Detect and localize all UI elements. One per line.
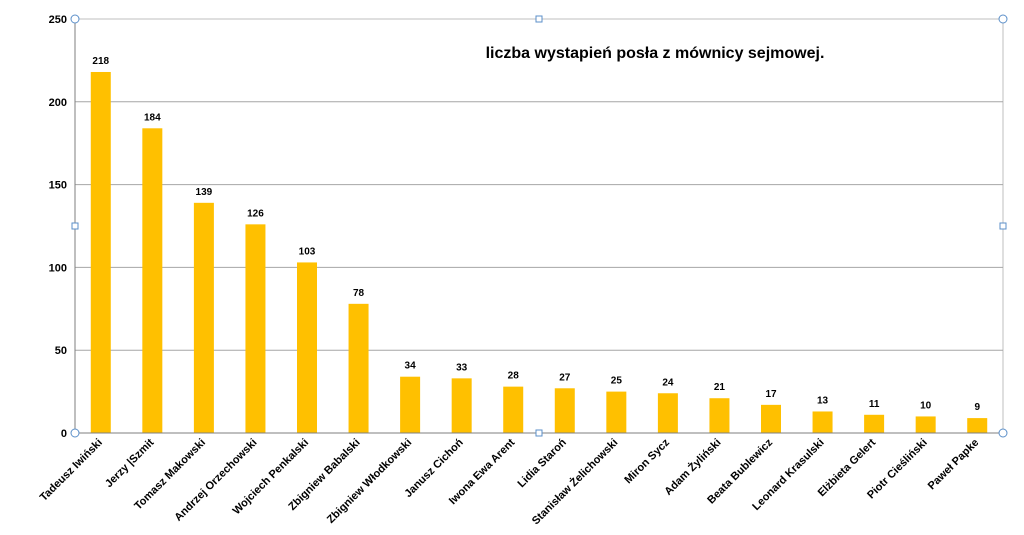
bar bbox=[967, 418, 988, 433]
category-label: Stanisław Żelichowski bbox=[529, 436, 620, 527]
bar bbox=[915, 416, 936, 433]
bar bbox=[864, 414, 885, 433]
y-tick-label: 150 bbox=[49, 180, 67, 192]
bar bbox=[503, 386, 524, 433]
category-label: Paweł Papke bbox=[926, 437, 982, 493]
y-tick-label: 50 bbox=[55, 345, 67, 357]
bar bbox=[657, 393, 678, 433]
resize-handle-top[interactable] bbox=[535, 15, 543, 23]
resize-handle-bottom[interactable] bbox=[535, 429, 543, 437]
bar bbox=[554, 388, 575, 433]
data-label: 218 bbox=[92, 56, 109, 67]
data-label: 27 bbox=[559, 372, 571, 383]
bar bbox=[142, 128, 163, 433]
bar bbox=[90, 71, 111, 433]
y-tick-label: 200 bbox=[49, 97, 67, 109]
data-label: 184 bbox=[144, 112, 161, 123]
resize-handle-left[interactable] bbox=[71, 222, 79, 230]
bar bbox=[761, 404, 781, 433]
bar bbox=[348, 303, 369, 433]
gridlines bbox=[75, 101, 1003, 351]
data-label: 28 bbox=[508, 371, 520, 382]
bar bbox=[451, 378, 472, 433]
data-label: 10 bbox=[920, 400, 932, 411]
bar bbox=[606, 391, 627, 433]
data-label: 78 bbox=[353, 288, 365, 299]
selection-handles[interactable] bbox=[70, 14, 1008, 438]
bar bbox=[709, 398, 730, 433]
data-label: 103 bbox=[299, 246, 316, 257]
resize-handle-bottom-left[interactable] bbox=[70, 428, 80, 438]
data-label: 126 bbox=[247, 208, 264, 219]
data-label: 34 bbox=[405, 361, 417, 372]
data-label: 25 bbox=[611, 376, 623, 387]
bars bbox=[90, 71, 988, 433]
resize-handle-bottom-right[interactable] bbox=[998, 428, 1008, 438]
bar bbox=[297, 262, 317, 433]
bar bbox=[400, 376, 421, 433]
data-label: 33 bbox=[456, 362, 468, 373]
data-label: 13 bbox=[817, 395, 829, 406]
data-label: 17 bbox=[765, 389, 777, 400]
category-label: Lidia Staroń bbox=[515, 436, 569, 490]
data-label: 24 bbox=[662, 377, 674, 388]
category-label: Zbigniew Włodkowski bbox=[325, 437, 414, 526]
bar bbox=[812, 411, 833, 433]
chart-title: liczba wystapień posła z mównicy sejmowe… bbox=[486, 45, 825, 62]
data-labels: 218 184 139 126 103 78 34 33 28 27 25 24 21 17 13 11 10 9 bbox=[92, 56, 980, 413]
resize-handle-top-right[interactable] bbox=[998, 14, 1008, 24]
y-tick-label: 0 bbox=[61, 428, 67, 440]
chart-area-border bbox=[74, 18, 1004, 434]
category-label: Jerzy |Szmit bbox=[103, 436, 157, 490]
resize-handle-right[interactable] bbox=[999, 222, 1007, 230]
bar bbox=[245, 224, 266, 433]
bar bbox=[193, 202, 214, 433]
y-tick-label: 100 bbox=[49, 262, 67, 274]
category-label: Tadeusz Iwiński bbox=[38, 437, 105, 504]
resize-handle-top-left[interactable] bbox=[70, 14, 80, 24]
data-label: 21 bbox=[714, 382, 726, 393]
data-label: 139 bbox=[196, 187, 213, 198]
data-label: 9 bbox=[974, 402, 980, 413]
y-tick-label: 250 bbox=[49, 14, 67, 26]
data-label: 11 bbox=[869, 399, 880, 410]
y-axis-tick-labels: 0 50 100 150 200 250 bbox=[49, 14, 67, 440]
category-label: Miron Sycz bbox=[622, 436, 672, 486]
